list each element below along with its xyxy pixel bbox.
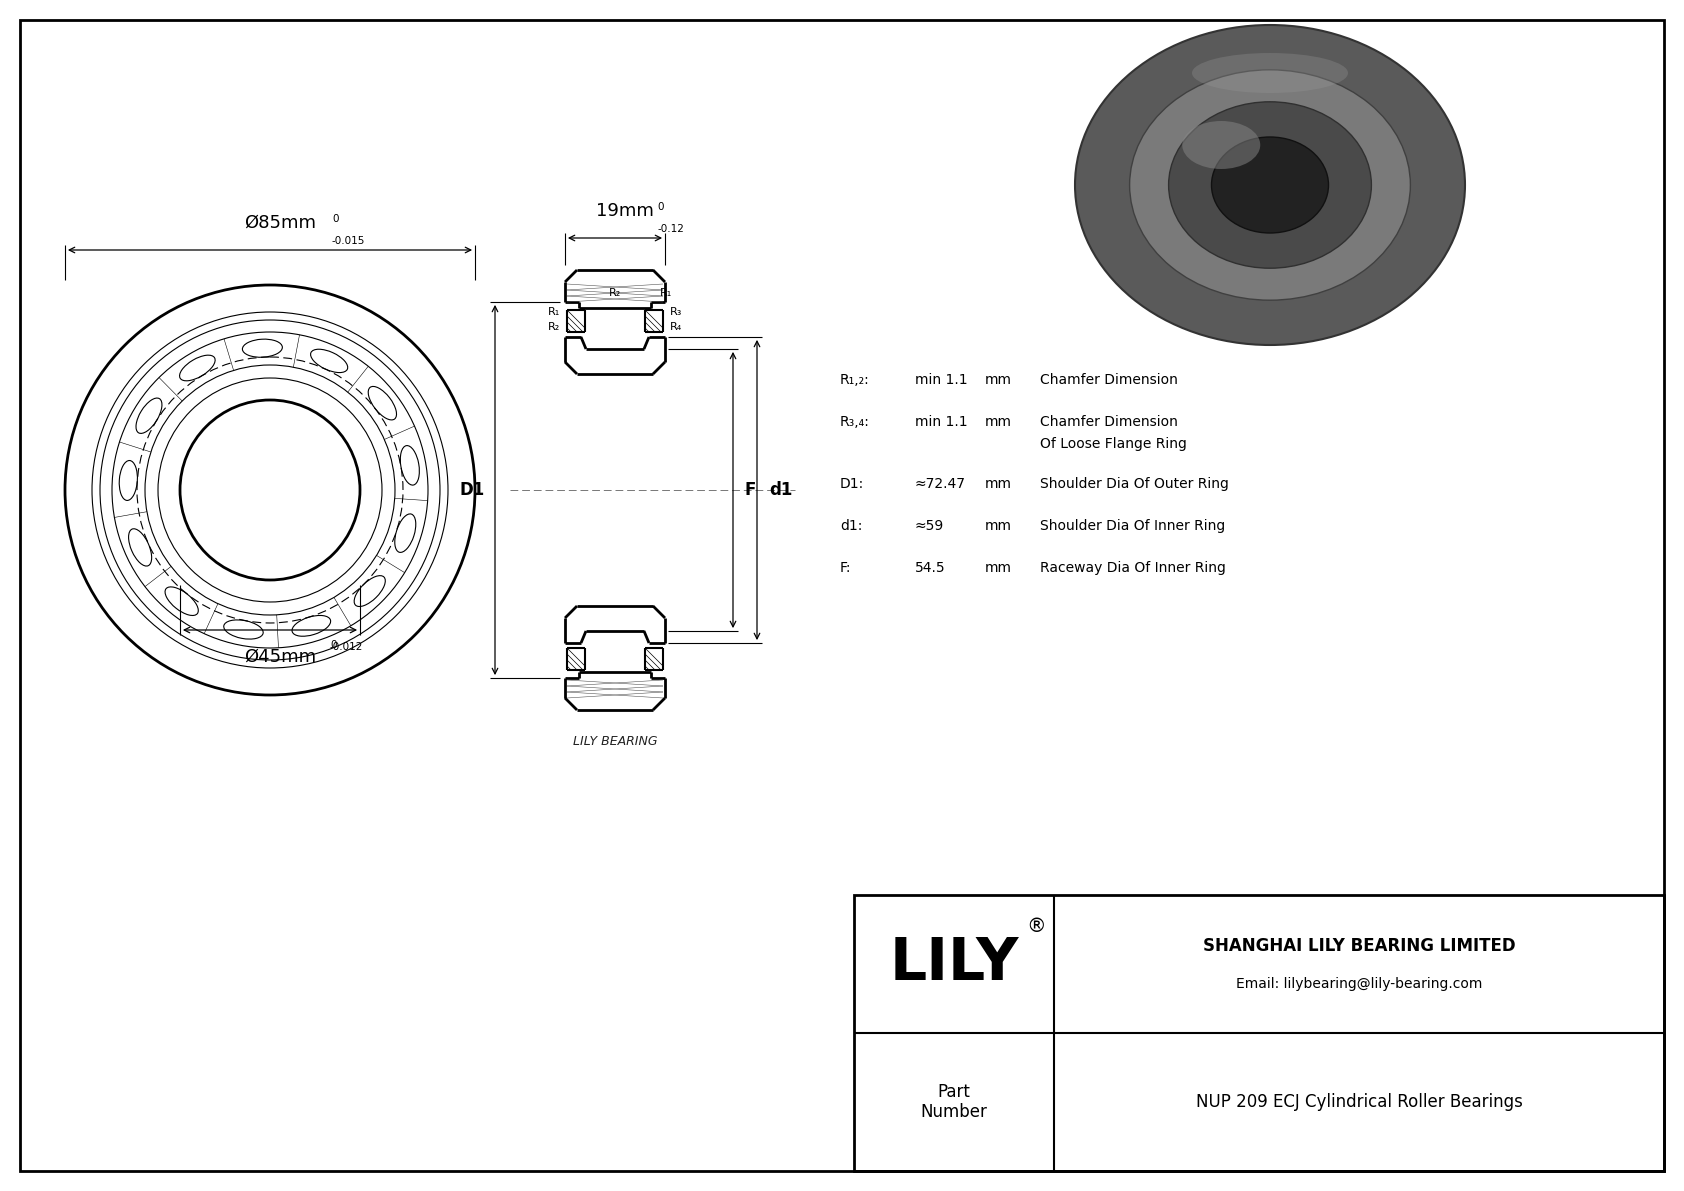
Text: 0: 0 xyxy=(332,214,338,224)
Text: Ø45mm: Ø45mm xyxy=(244,648,317,666)
Text: d1:: d1: xyxy=(840,519,862,534)
Text: D1: D1 xyxy=(460,481,485,499)
Text: Shoulder Dia Of Inner Ring: Shoulder Dia Of Inner Ring xyxy=(1041,519,1226,534)
Text: -0.015: -0.015 xyxy=(332,236,365,247)
Text: R₃,₄:: R₃,₄: xyxy=(840,414,871,429)
Text: LILY: LILY xyxy=(889,935,1019,992)
Text: F: F xyxy=(744,481,756,499)
Text: d1: d1 xyxy=(770,481,793,499)
Text: R₁: R₁ xyxy=(660,288,672,298)
Text: -0.012: -0.012 xyxy=(330,642,364,651)
Text: D1:: D1: xyxy=(840,478,864,491)
Text: min 1.1: min 1.1 xyxy=(914,373,968,387)
Text: R₁: R₁ xyxy=(547,307,561,317)
Ellipse shape xyxy=(1182,121,1260,169)
Text: Raceway Dia Of Inner Ring: Raceway Dia Of Inner Ring xyxy=(1041,561,1226,575)
Text: mm: mm xyxy=(985,373,1012,387)
Text: LILY BEARING: LILY BEARING xyxy=(573,735,657,748)
Text: 0: 0 xyxy=(657,202,663,212)
Ellipse shape xyxy=(1211,137,1329,233)
Text: SHANGHAI LILY BEARING LIMITED: SHANGHAI LILY BEARING LIMITED xyxy=(1202,937,1516,955)
Text: ≈72.47: ≈72.47 xyxy=(914,478,967,491)
Ellipse shape xyxy=(1074,25,1465,345)
Text: Email: lilybearing@lily-bearing.com: Email: lilybearing@lily-bearing.com xyxy=(1236,977,1482,991)
Text: R₂: R₂ xyxy=(610,288,621,298)
Text: mm: mm xyxy=(985,414,1012,429)
Text: F:: F: xyxy=(840,561,852,575)
Bar xyxy=(854,894,1664,1171)
Text: mm: mm xyxy=(985,561,1012,575)
Text: Chamfer Dimension: Chamfer Dimension xyxy=(1041,373,1177,387)
Text: 0: 0 xyxy=(330,640,337,650)
Text: Of Loose Flange Ring: Of Loose Flange Ring xyxy=(1041,437,1187,451)
Ellipse shape xyxy=(1130,70,1411,300)
Text: R₃: R₃ xyxy=(670,307,682,317)
Text: Ø85mm: Ø85mm xyxy=(244,214,317,232)
Text: 19mm: 19mm xyxy=(596,202,653,220)
Text: ®: ® xyxy=(1026,917,1046,935)
Text: mm: mm xyxy=(985,519,1012,534)
Text: R₄: R₄ xyxy=(670,322,682,332)
Text: Shoulder Dia Of Outer Ring: Shoulder Dia Of Outer Ring xyxy=(1041,478,1229,491)
Text: min 1.1: min 1.1 xyxy=(914,414,968,429)
Text: mm: mm xyxy=(985,478,1012,491)
Text: ≈59: ≈59 xyxy=(914,519,945,534)
Text: Part
Number: Part Number xyxy=(921,1083,987,1122)
Text: -0.12: -0.12 xyxy=(657,224,684,233)
Text: R₂: R₂ xyxy=(547,322,561,332)
Text: 54.5: 54.5 xyxy=(914,561,946,575)
Text: R₁,₂:: R₁,₂: xyxy=(840,373,869,387)
Text: NUP 209 ECJ Cylindrical Roller Bearings: NUP 209 ECJ Cylindrical Roller Bearings xyxy=(1196,1093,1522,1111)
Ellipse shape xyxy=(1192,54,1347,93)
Text: Chamfer Dimension: Chamfer Dimension xyxy=(1041,414,1177,429)
Ellipse shape xyxy=(1169,101,1371,268)
